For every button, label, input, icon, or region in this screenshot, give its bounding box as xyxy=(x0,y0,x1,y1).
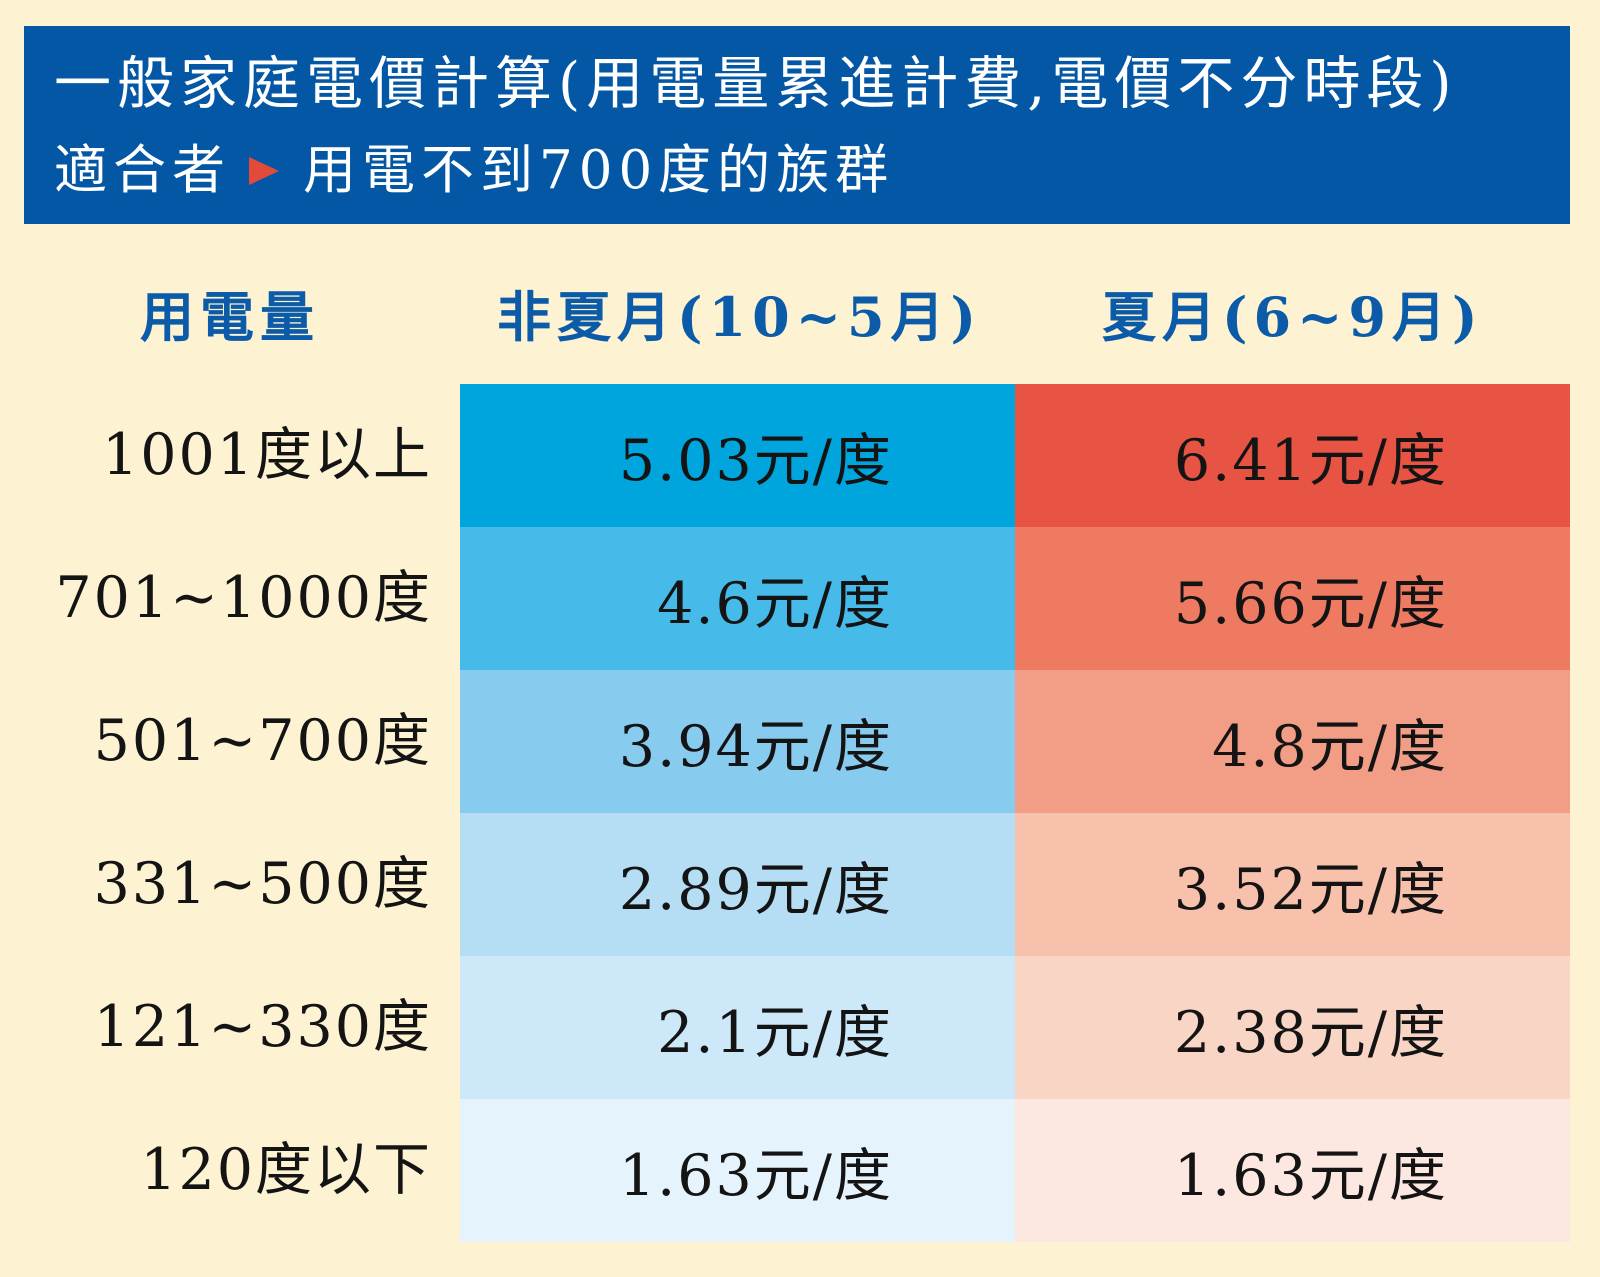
tier-label: 501~700度 xyxy=(93,708,432,774)
page-title: 一般家庭電價計算(用電量累進計費,電價不分時段) xyxy=(54,51,1458,117)
title-banner: 一般家庭電價計算(用電量累進計費,電價不分時段) 適合者 用電不到700度的族群 xyxy=(24,26,1570,224)
summer-rate: 5.66元/度 xyxy=(1015,527,1570,670)
tier-label: 1001度以上 xyxy=(101,422,432,488)
tier-label: 331~500度 xyxy=(93,851,432,917)
tier-label: 701~1000度 xyxy=(55,565,432,631)
tier-label: 120度以下 xyxy=(140,1137,432,1203)
table-row: 5.03元/度 6.41元/度 xyxy=(460,384,1570,527)
column-header-usage: 用電量 xyxy=(140,285,320,349)
summer-rate: 2.38元/度 xyxy=(1015,956,1570,1099)
summer-rate: 4.8元/度 xyxy=(1015,670,1570,813)
table-row: 3.94元/度 4.8元/度 xyxy=(460,670,1570,813)
table-row: 4.6元/度 5.66元/度 xyxy=(460,527,1570,670)
non-summer-rate: 2.1元/度 xyxy=(460,956,1015,1099)
rate-table: 5.03元/度 6.41元/度 4.6元/度 5.66元/度 3.94元/度 4… xyxy=(460,384,1570,1242)
summer-rate: 6.41元/度 xyxy=(1015,384,1570,527)
non-summer-rate: 2.89元/度 xyxy=(460,813,1015,956)
column-header-non-summer: 非夏月(10~5月) xyxy=(497,285,983,349)
table-row: 2.89元/度 3.52元/度 xyxy=(460,813,1570,956)
table-row: 1.63元/度 1.63元/度 xyxy=(460,1099,1570,1242)
non-summer-rate: 4.6元/度 xyxy=(460,527,1015,670)
summer-rate: 3.52元/度 xyxy=(1015,813,1570,956)
non-summer-rate: 3.94元/度 xyxy=(460,670,1015,813)
subtitle-text: 用電不到700度的族群 xyxy=(303,140,895,201)
non-summer-rate: 5.03元/度 xyxy=(460,384,1015,527)
column-header-summer: 夏月(6~9月) xyxy=(1102,285,1484,349)
arrow-right-icon xyxy=(249,156,279,185)
table-row: 2.1元/度 2.38元/度 xyxy=(460,956,1570,1099)
subtitle-prefix: 適合者 xyxy=(54,140,231,201)
tier-label: 121~330度 xyxy=(93,994,432,1060)
summer-rate: 1.63元/度 xyxy=(1015,1099,1570,1242)
non-summer-rate: 1.63元/度 xyxy=(460,1099,1015,1242)
subtitle: 適合者 用電不到700度的族群 xyxy=(54,144,894,197)
